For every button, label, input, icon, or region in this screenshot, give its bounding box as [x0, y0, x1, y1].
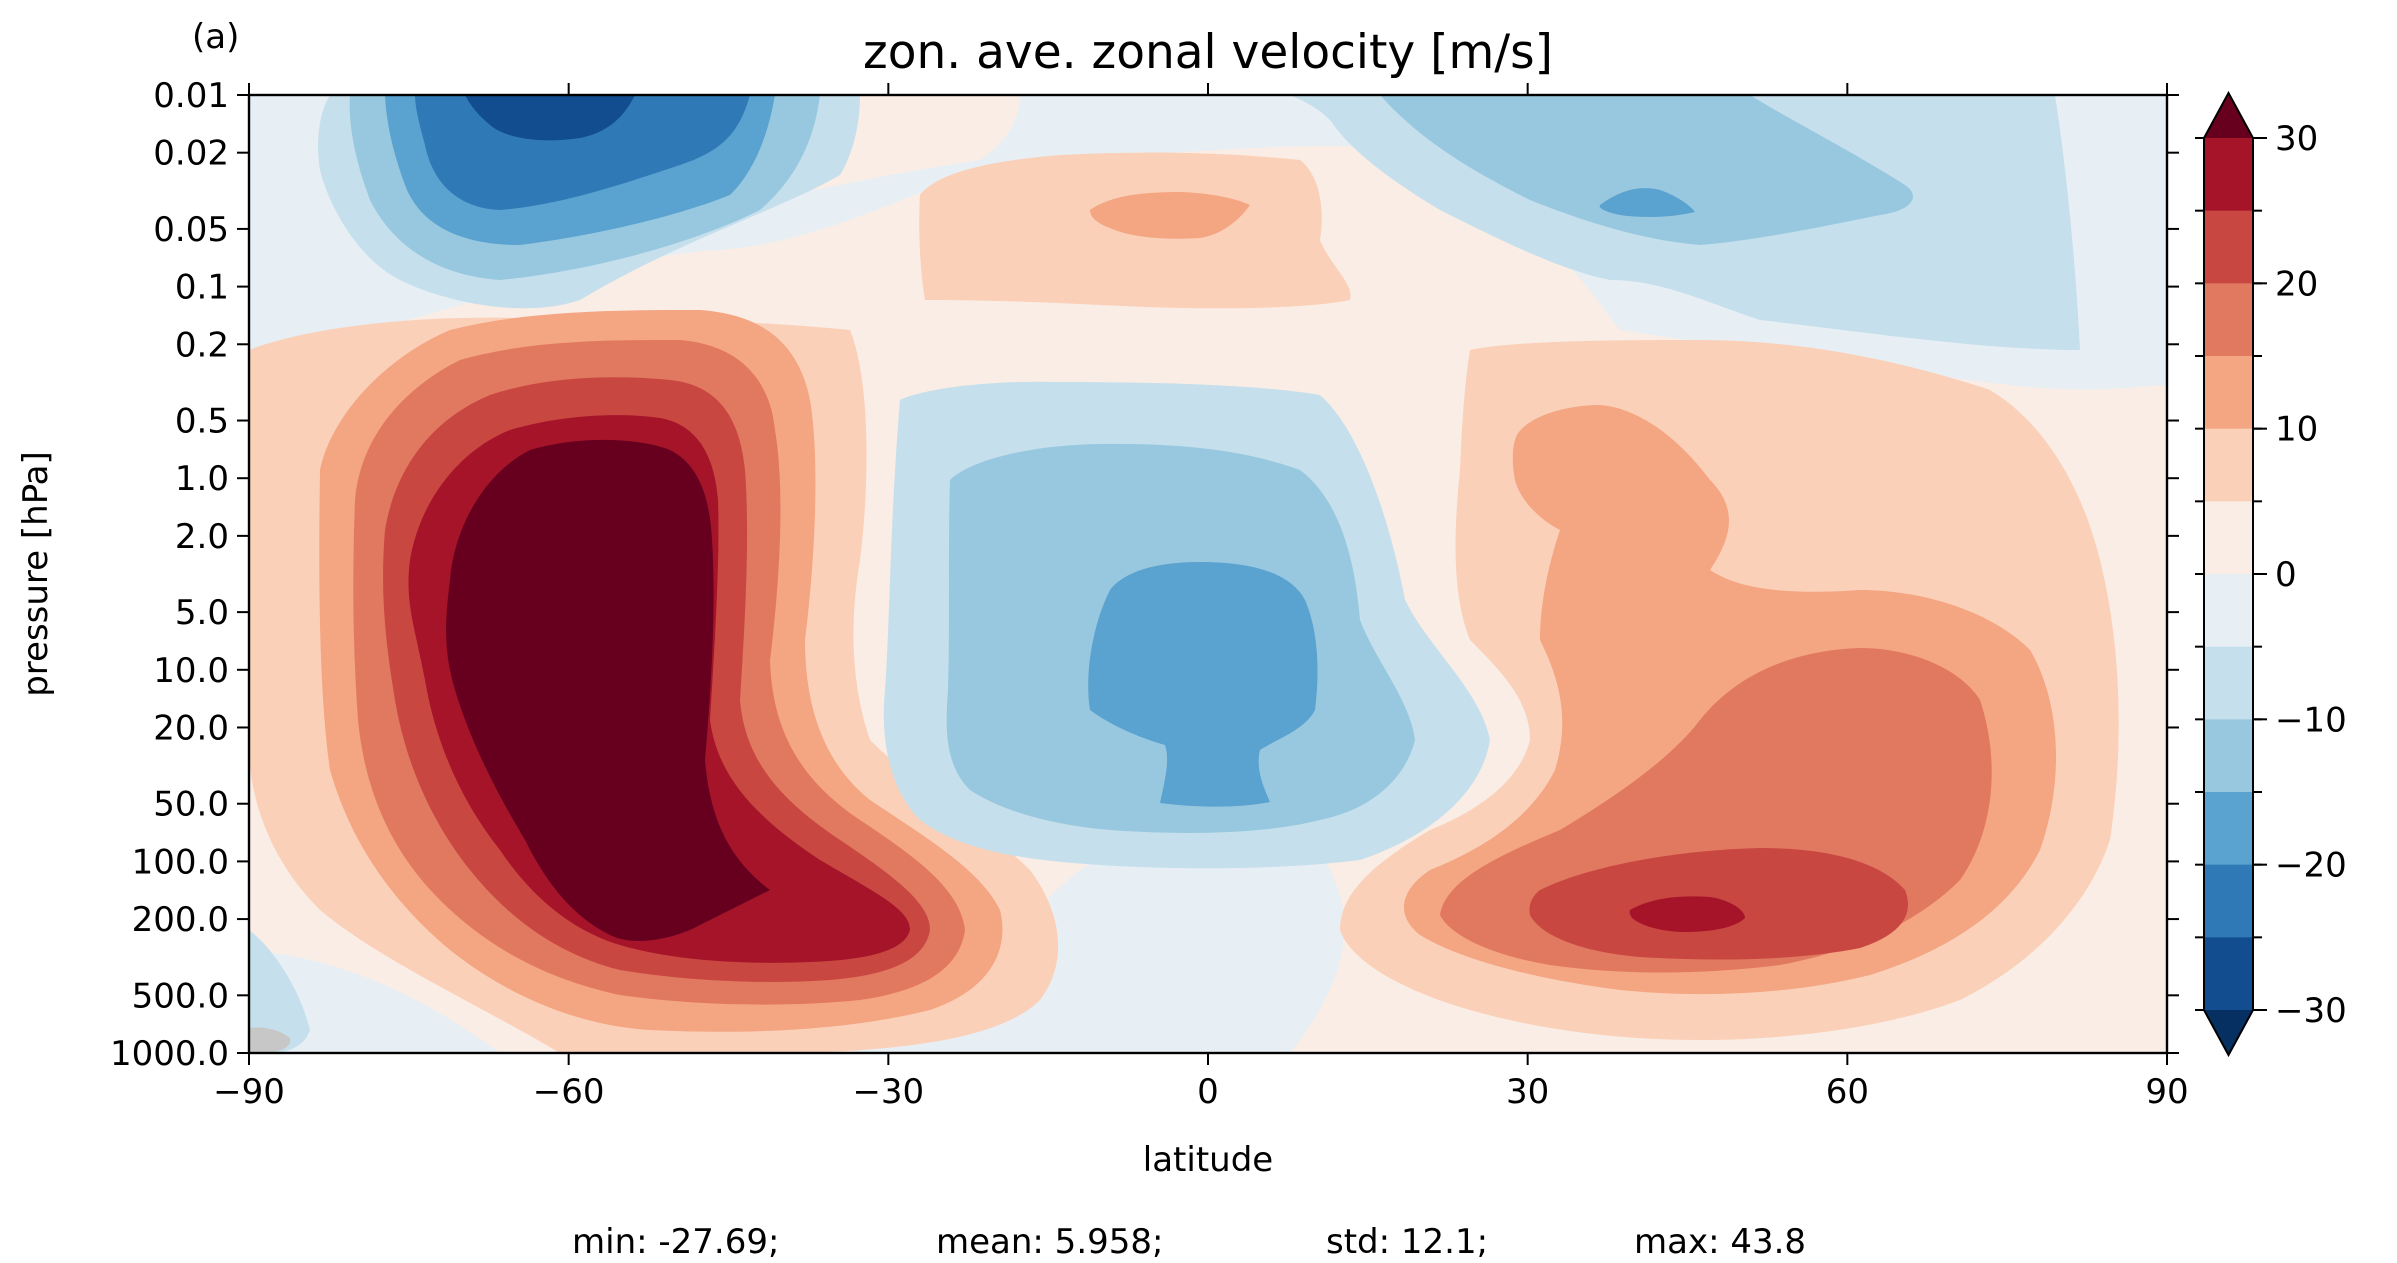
colorbar-tick-label: 20	[2275, 264, 2318, 304]
y-tick-label: 1000.0	[110, 1034, 229, 1074]
colorbar-level	[2204, 937, 2253, 1011]
colorbar: 30 20 10 0 −10 −20 −30	[2195, 90, 2347, 1058]
colorbar-level	[2204, 574, 2253, 648]
y-tick-label: 200.0	[132, 900, 229, 940]
x-tick-label: −90	[213, 1072, 285, 1112]
x-tick-label: 30	[1506, 1072, 1549, 1112]
colorbar-tick-label: 10	[2275, 410, 2318, 450]
x-tick-label: 90	[2145, 1072, 2188, 1112]
colorbar-tick-label: −20	[2275, 846, 2347, 886]
colorbar-tick-label: 0	[2275, 555, 2297, 595]
x-axis-label: latitude	[1143, 1140, 1273, 1180]
colorbar-level	[2204, 283, 2253, 357]
y-tick-label: 0.5	[175, 402, 229, 442]
y-tick-label: 1.0	[175, 459, 229, 499]
colorbar-level	[2204, 210, 2253, 284]
x-tick-label: −60	[533, 1072, 605, 1112]
y-tick-label: 0.01	[153, 76, 229, 116]
y-tick-label: 0.1	[175, 268, 229, 308]
colorbar-tick-label: −10	[2275, 700, 2347, 740]
colorbar-level	[2204, 864, 2253, 938]
y-tick-label: 100.0	[132, 842, 229, 882]
colorbar-level	[2204, 138, 2253, 212]
band-neg15-neg10-eq	[1088, 562, 1318, 807]
colorbar-level	[2204, 646, 2253, 720]
y-tick-label: 20.0	[153, 708, 229, 748]
band-neg5-0-surface	[249, 930, 310, 1053]
y-axis-label: pressure [hPa]	[16, 451, 56, 697]
stats-footer: min: -27.69; mean: 5.958; std: 12.1; max…	[572, 1222, 1806, 1262]
colorbar-level	[2204, 719, 2253, 793]
y-tick-label: 2.0	[175, 517, 229, 557]
colorbar-tick-label: 30	[2275, 119, 2318, 159]
stat-max: max: 43.8	[1634, 1222, 1806, 1262]
x-tick-label: 0	[1197, 1072, 1219, 1112]
y-tick-label: 0.02	[153, 134, 229, 174]
colorbar-level	[2204, 356, 2253, 430]
stat-mean: mean: 5.958;	[936, 1222, 1163, 1262]
y-tick-label: 5.0	[175, 593, 229, 633]
y-tick-label: 0.2	[175, 325, 229, 365]
chart-title: zon. ave. zonal velocity [m/s]	[863, 25, 1553, 80]
band-neg15-neg10-north	[1599, 188, 1695, 217]
y-tick-label: 50.0	[153, 785, 229, 825]
x-tick-label: 60	[1826, 1072, 1869, 1112]
y-tick-label: 0.05	[153, 210, 229, 250]
band-neg25-neg20-south	[465, 95, 635, 141]
band-25-30-north	[1629, 896, 1745, 932]
colorbar-level	[2204, 792, 2253, 866]
stat-min: min: -27.69;	[572, 1222, 779, 1262]
colorbar-extend-max	[2204, 93, 2253, 138]
y-tick-label: 10.0	[153, 651, 229, 691]
band-10-15-upper-eq	[1090, 192, 1250, 239]
colorbar-level	[2204, 501, 2253, 575]
band-neg10-neg5-north	[1380, 95, 1913, 245]
panel-label: (a)	[192, 17, 239, 57]
band-missing-terrain	[249, 1027, 291, 1053]
contour-field	[249, 95, 2167, 1053]
stat-std: std: 12.1;	[1326, 1222, 1488, 1262]
y-tick-label: 500.0	[132, 976, 229, 1016]
x-axis: −90 −60 −30 0 30 60 90	[213, 83, 2189, 1112]
x-tick-label: −30	[852, 1072, 924, 1112]
colorbar-tick-label: −30	[2275, 991, 2347, 1031]
colorbar-extend-min	[2204, 1010, 2253, 1055]
y-axis: 0.01 0.02 0.05 0.1 0.2 0.5 1.0 2.0 5.0 10.0 20.0 50…	[110, 76, 2179, 1074]
colorbar-level	[2204, 428, 2253, 502]
band-gt30-south	[446, 439, 770, 942]
